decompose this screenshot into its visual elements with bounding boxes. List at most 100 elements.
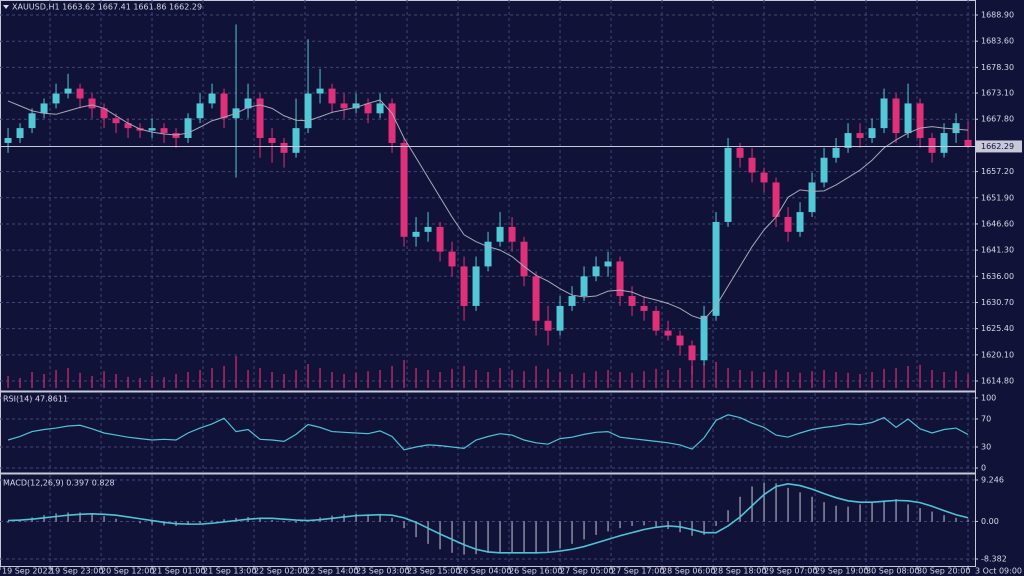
- candle-body: [748, 157, 756, 173]
- y-tick-label: 9.246: [981, 475, 1004, 484]
- candle-body: [664, 330, 672, 336]
- y-tick-label: 1667.80: [981, 115, 1014, 124]
- candle-body: [508, 226, 516, 242]
- candle-body: [808, 182, 816, 213]
- candle-body: [484, 241, 492, 267]
- x-tick-label: 28 Sep 06:00: [662, 567, 715, 576]
- candle-body: [268, 138, 276, 143]
- rsi-line: [7, 414, 969, 451]
- candle-body: [520, 241, 528, 277]
- x-tick-label: 22 Sep 02:00: [254, 567, 307, 576]
- candle-body: [940, 133, 948, 153]
- candle-body: [652, 310, 660, 331]
- candle-body: [220, 93, 228, 119]
- candle-body: [952, 123, 960, 134]
- y-tick-label: 1688.90: [981, 11, 1014, 20]
- x-tick-label: 23 Sep 03:00: [356, 567, 409, 576]
- current-price-box: [976, 140, 1022, 153]
- title-arrow: [3, 5, 9, 9]
- y-tick-label: 1683.60: [981, 37, 1014, 46]
- candle-body: [928, 138, 936, 153]
- y-tick-label: 1620.10: [981, 350, 1014, 359]
- candle-body: [352, 103, 360, 109]
- candle-body: [844, 133, 852, 148]
- candle-body: [592, 266, 600, 277]
- x-tick-label: 3 Oct 09:00: [975, 567, 1022, 576]
- candle-body: [76, 88, 84, 99]
- candle-body: [196, 103, 204, 119]
- chart-title: XAUUSD,H1 1663.62 1667.41 1661.86 1662.2…: [12, 3, 202, 12]
- y-tick-label: 1625.40: [981, 324, 1014, 333]
- candle-body: [904, 103, 912, 134]
- y-tick-label: -8.382: [981, 555, 1007, 564]
- x-tick-label: 29 Sep 07:00: [764, 567, 817, 576]
- candle-body: [796, 212, 804, 232]
- moving-average: [7, 99, 969, 321]
- candle-body: [52, 93, 60, 104]
- candle-body: [376, 103, 384, 114]
- candle-body: [28, 113, 36, 129]
- x-tick-label: 23 Sep 15:00: [407, 567, 460, 576]
- candle-body: [412, 231, 420, 237]
- y-tick-label: 70: [981, 414, 991, 423]
- candle-body: [916, 103, 924, 139]
- x-tick-label: 20 Sep 12:00: [101, 567, 154, 576]
- candle-body: [820, 157, 828, 183]
- y-tick-label: 30: [981, 442, 991, 451]
- x-tick-label: 21 Sep 01:00: [152, 567, 205, 576]
- candle-body: [244, 98, 252, 109]
- candle-body: [256, 98, 264, 139]
- candle-body: [892, 98, 900, 134]
- frame: [0, 0, 976, 567]
- candle-body: [784, 217, 792, 232]
- y-tick-label: 1630.70: [981, 298, 1014, 307]
- candle-body: [184, 118, 192, 139]
- y-tick-label: 1636.00: [981, 272, 1014, 281]
- candle-body: [16, 128, 24, 139]
- candle-body: [4, 138, 12, 143]
- x-tick-label: 19 Sep 23:00: [50, 567, 103, 576]
- candle-body: [868, 128, 876, 139]
- candle-body: [124, 123, 132, 129]
- candle-body: [472, 266, 480, 306]
- y-tick-label: 0: [981, 464, 986, 473]
- x-tick-label: 30 Sep 20:00: [917, 567, 970, 576]
- candle-body: [544, 320, 552, 331]
- candle-body: [712, 221, 720, 316]
- candle-body: [328, 88, 336, 104]
- candle-body: [112, 118, 120, 124]
- candle-body: [64, 88, 72, 94]
- candle-body: [676, 335, 684, 346]
- candle-body: [880, 98, 888, 129]
- x-tick-label: 21 Sep 13:00: [203, 567, 256, 576]
- candle-body: [460, 266, 468, 306]
- candle-body: [700, 315, 708, 361]
- candle-body: [436, 226, 444, 252]
- x-tick-label: 29 Sep 19:00: [815, 567, 868, 576]
- x-tick-label: 27 Sep 05:00: [560, 567, 613, 576]
- y-tick-label: 1641.30: [981, 246, 1014, 255]
- indicator-title: MACD(12,26,9) 0.397 0.828: [3, 479, 115, 488]
- signal-line: [8, 482, 969, 554]
- x-tick-label: 27 Sep 17:00: [611, 567, 664, 576]
- candle-body: [688, 345, 696, 361]
- candle-body: [208, 93, 216, 104]
- y-tick-label: 0.00: [981, 517, 999, 526]
- x-tick-label: 28 Sep 18:00: [713, 567, 766, 576]
- x-tick-label: 26 Sep 04:00: [458, 567, 511, 576]
- candle-body: [964, 139, 972, 147]
- candle-body: [856, 133, 864, 139]
- candle-body: [832, 147, 840, 158]
- x-tick-label: 26 Sep 16:00: [509, 567, 562, 576]
- y-tick-label: 1678.30: [981, 63, 1014, 72]
- y-tick-label: 1651.90: [981, 193, 1014, 202]
- candle-body: [496, 226, 504, 242]
- candle-body: [568, 296, 576, 306]
- candle-body: [772, 182, 780, 218]
- candle-body: [160, 128, 168, 134]
- candle-body: [640, 305, 648, 311]
- candle-body: [40, 103, 48, 114]
- x-tick-label: 22 Sep 14:00: [305, 567, 358, 576]
- candle-body: [364, 103, 372, 114]
